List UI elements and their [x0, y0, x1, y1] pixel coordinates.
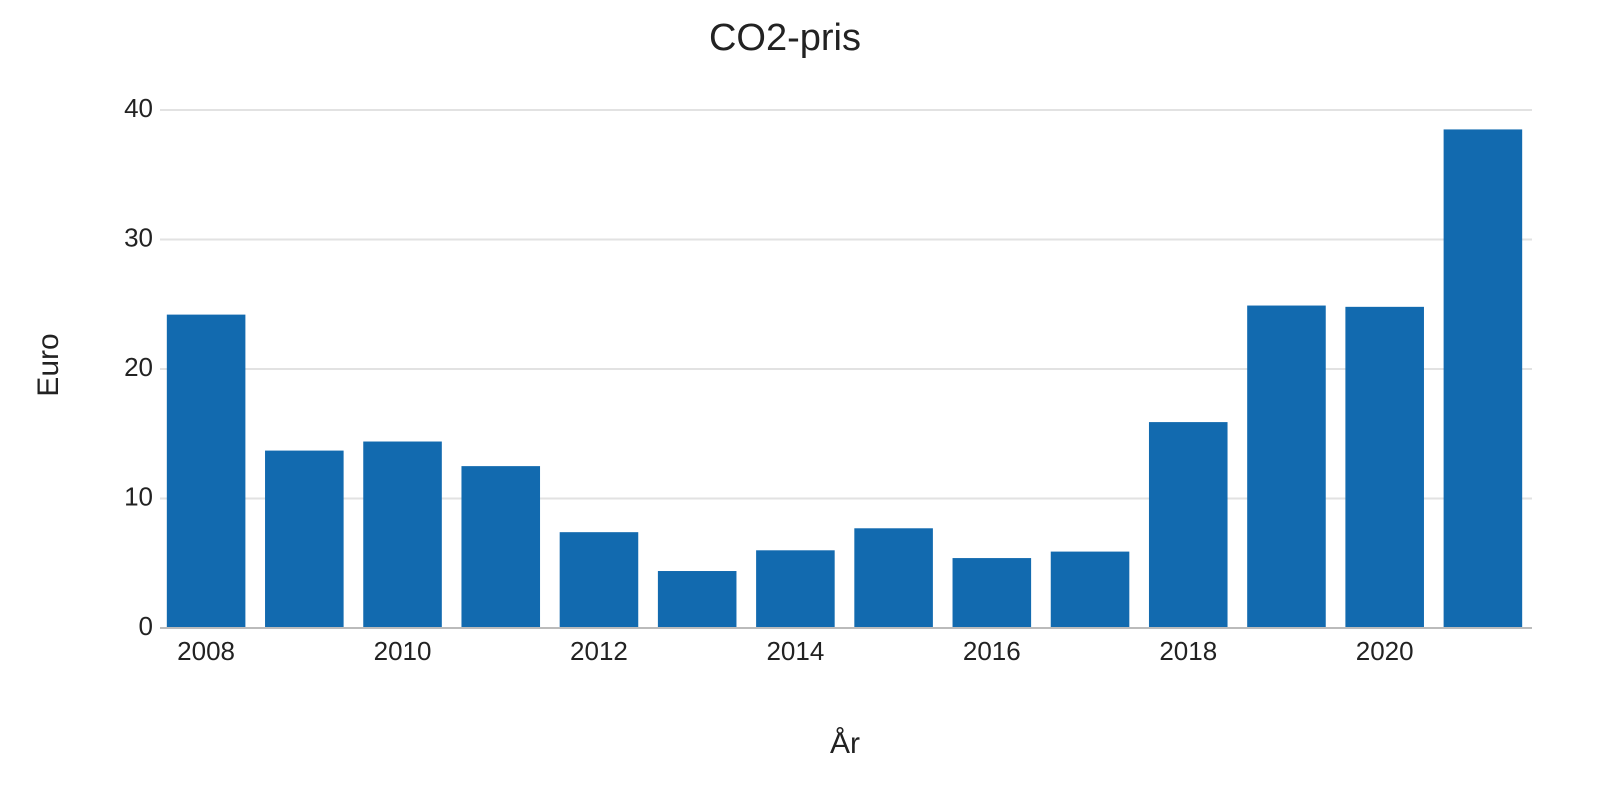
bar	[1345, 306, 1424, 628]
bar	[756, 550, 835, 628]
x-axis-label: År	[830, 727, 860, 760]
bar	[461, 466, 541, 628]
x-tick-label: 2016	[963, 636, 1021, 666]
bar	[1443, 129, 1523, 629]
x-tick-label: 2018	[1159, 636, 1217, 666]
x-tick-label: 2010	[374, 636, 432, 666]
chart-title: CO2-pris	[709, 17, 861, 59]
x-tick-label: 2014	[766, 636, 824, 666]
y-tick-label: 40	[124, 93, 153, 123]
bar	[1247, 305, 1326, 628]
bar	[363, 441, 442, 628]
x-tick-label: 2008	[177, 636, 235, 666]
bar	[952, 558, 1032, 628]
y-tick-label: 0	[139, 611, 153, 641]
bar	[854, 528, 933, 628]
x-tick-label: 2020	[1356, 636, 1414, 666]
bar	[265, 450, 344, 628]
bar	[1148, 422, 1228, 628]
x-tick-label: 2012	[570, 636, 628, 666]
bar	[657, 571, 737, 628]
bar	[1050, 551, 1130, 628]
y-tick-label: 20	[124, 352, 153, 382]
bar	[559, 532, 639, 628]
y-axis-label: Euro	[32, 333, 65, 396]
y-tick-label: 10	[124, 481, 153, 511]
bar	[166, 314, 246, 628]
y-tick-label: 30	[124, 222, 153, 252]
